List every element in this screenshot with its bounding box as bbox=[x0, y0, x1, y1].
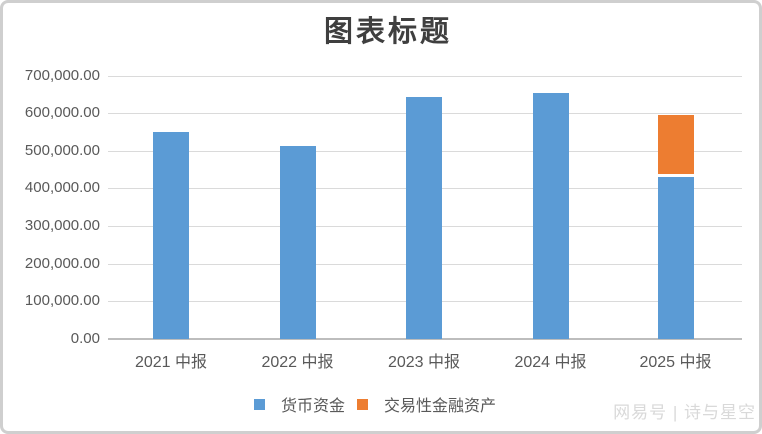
bar-group-2025-中报 bbox=[657, 115, 694, 339]
bar-segment-交易性金融资产 bbox=[657, 115, 694, 178]
legend-swatch-orange bbox=[357, 398, 368, 410]
bar-segment-货币资金 bbox=[406, 96, 442, 339]
legend: 货币资金 交易性金融资产 bbox=[0, 392, 762, 416]
legend-label-series-1: 货币资金 bbox=[280, 398, 345, 415]
y-axis-tick-label: 0.00 bbox=[70, 330, 100, 347]
chart-title: 图表标题 bbox=[323, 16, 453, 48]
y-axis-tick-label: 700,000.00 bbox=[24, 66, 100, 84]
legend-swatch-blue bbox=[253, 398, 265, 410]
x-axis-tick-label: 2025 中报 bbox=[639, 354, 712, 371]
legend-label-series-2: 交易性金融资产 bbox=[384, 398, 497, 415]
y-axis-tick-label: 200,000.00 bbox=[24, 254, 100, 272]
y-axis-tick-label: 500,000.00 bbox=[24, 141, 100, 159]
y-axis-tick-label: 300,000.00 bbox=[24, 217, 100, 235]
bar-group-2023-中报 bbox=[406, 96, 442, 339]
bar-segment-货币资金 bbox=[657, 177, 694, 339]
x-axis-tick-label: 2021 中报 bbox=[134, 354, 208, 371]
x-axis-tick-label: 2024 中报 bbox=[514, 354, 587, 371]
x-axis-tick-label: 2023 中报 bbox=[387, 354, 461, 371]
y-gridline bbox=[108, 75, 742, 77]
y-axis-tick-label: 600,000.00 bbox=[24, 104, 100, 122]
y-axis-tick-label: 100,000.00 bbox=[24, 292, 100, 310]
bar-group-2021-中报 bbox=[153, 131, 189, 339]
x-axis-line bbox=[108, 338, 742, 340]
bar-group-2024-中报 bbox=[532, 93, 569, 339]
bar-segment-货币资金 bbox=[279, 145, 316, 339]
bar-group-2022-中报 bbox=[279, 145, 316, 339]
x-axis-tick-label: 2022 中报 bbox=[261, 354, 334, 371]
y-axis-tick-label: 400,000.00 bbox=[24, 179, 100, 197]
watermark: 网易号 | 诗与星空 bbox=[613, 403, 756, 422]
bar-segment-货币资金 bbox=[532, 93, 569, 339]
bar-segment-货币资金 bbox=[153, 131, 189, 339]
